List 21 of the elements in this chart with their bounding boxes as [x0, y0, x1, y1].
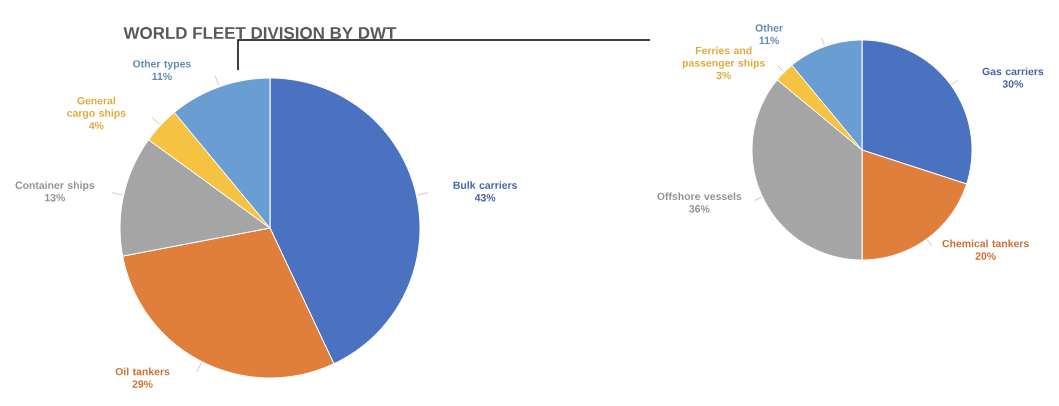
slice-label: Ferries and passenger ships	[682, 46, 765, 69]
data-label: 20%	[975, 252, 996, 260]
data-label: 36%	[689, 205, 710, 213]
data-label: 30%	[1002, 80, 1024, 88]
data-label: 11%	[152, 72, 172, 80]
data-label: 43%	[474, 194, 496, 202]
slice-label: Oil tankers	[115, 367, 170, 376]
data-label: 29%	[132, 380, 153, 388]
data-label: 13%	[45, 194, 66, 202]
data-label: 3%	[716, 71, 731, 80]
slice-label: Other types	[132, 59, 191, 70]
slice-label: Other	[755, 24, 783, 32]
data-label: 4%	[88, 121, 104, 130]
slice-label: Container ships	[15, 181, 95, 192]
slice-label: Bulk carriers	[453, 181, 517, 189]
data-label: 11%	[759, 36, 779, 45]
slice-label: Gas carriers	[982, 67, 1044, 76]
chart-title: WORLD FLEET DIVISION BY DWT	[123, 27, 397, 39]
slice-label: Chemical tankers	[942, 239, 1029, 248]
slice-label: General cargo ships	[67, 96, 126, 119]
legend-label: Offshore vessels	[657, 192, 742, 201]
